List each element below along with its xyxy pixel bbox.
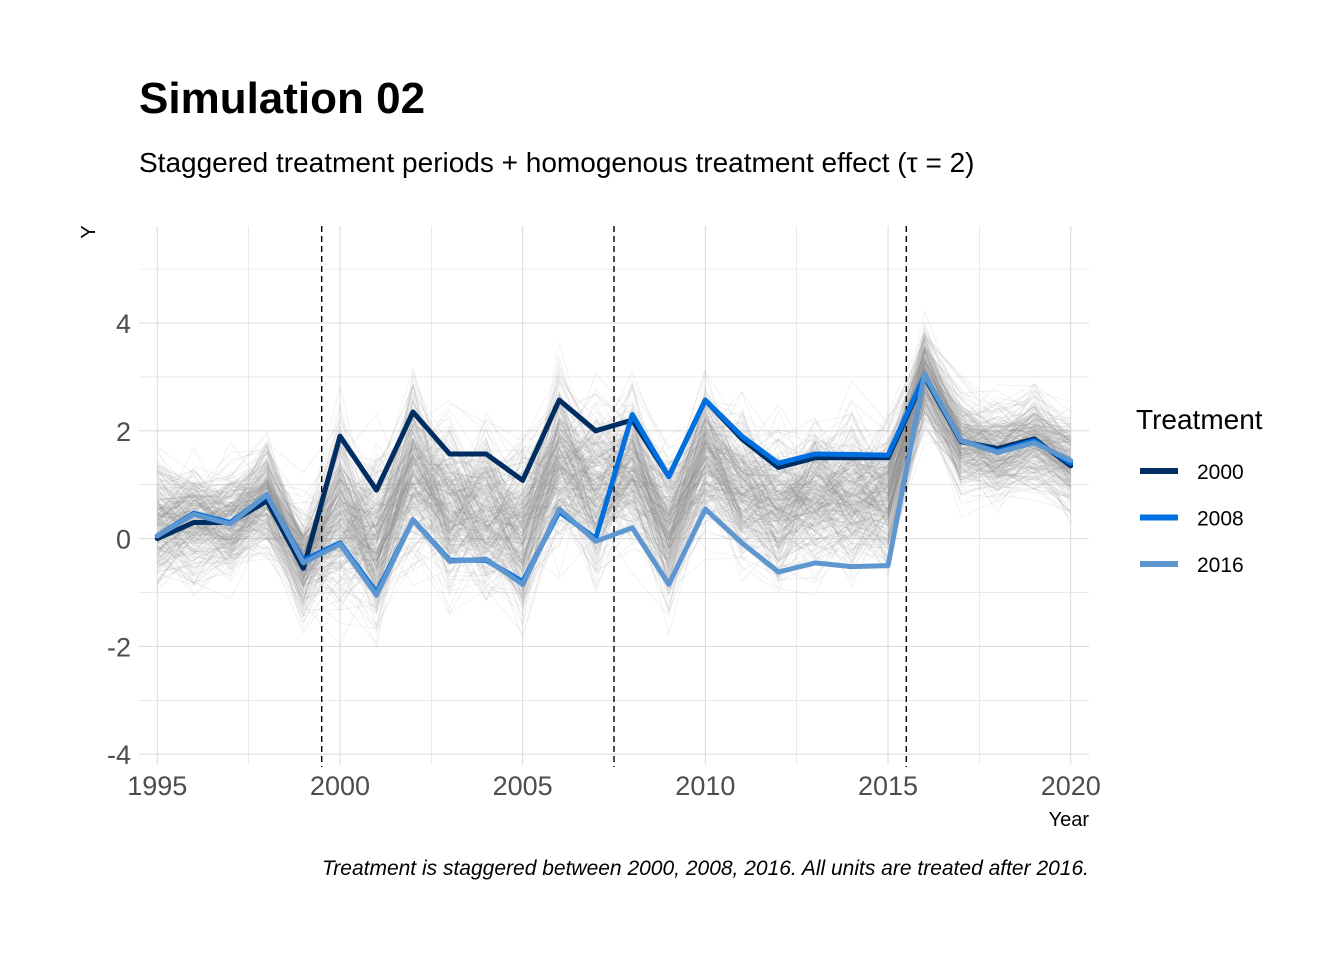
- x-tick-label: 2005: [493, 771, 553, 801]
- unit-line: [156, 389, 1071, 598]
- x-tick-label: 1995: [127, 771, 187, 801]
- x-tick-label: 2010: [675, 771, 735, 801]
- unit-line: [157, 355, 1072, 572]
- unit-line: [156, 408, 1071, 592]
- unit-line: [157, 417, 1071, 586]
- unit-line: [157, 397, 1071, 590]
- x-axis-label: Year: [1049, 809, 1090, 831]
- unit-line: [157, 355, 1072, 592]
- unit-line: [156, 325, 1071, 583]
- series-lines: [154, 371, 1074, 598]
- unit-line: [157, 427, 1071, 609]
- unit-line: [157, 329, 1072, 581]
- unit-line: [157, 329, 1072, 545]
- legend-label: 2000: [1197, 461, 1244, 484]
- y-tick-label: 2: [116, 417, 131, 447]
- unit-line: [157, 325, 1071, 548]
- legend-title: Treatment: [1136, 404, 1263, 435]
- y-tick-label: 0: [116, 525, 131, 555]
- y-axis-label: Y: [78, 225, 100, 238]
- chart-caption: Treatment is staggered between 2000, 200…: [322, 857, 1089, 880]
- unit-line: [156, 424, 1072, 627]
- y-tick-label: -4: [107, 740, 131, 770]
- x-tick-label: 2020: [1041, 771, 1101, 801]
- unit-line: [156, 332, 1072, 543]
- unit-line: [157, 404, 1072, 610]
- unit-line: [157, 422, 1071, 619]
- legend: Treatment 2000 2008 2016: [1136, 404, 1263, 577]
- series-line-2016: [154, 371, 1074, 598]
- chart-subtitle: Staggered treatment periods + homogenous…: [139, 147, 974, 178]
- x-tick-label: 2015: [858, 771, 918, 801]
- x-tick-label: 2000: [310, 771, 370, 801]
- y-tick-label: 4: [116, 309, 131, 339]
- unit-line: [157, 416, 1072, 599]
- unit-line: [157, 351, 1071, 591]
- x-axis-ticks: 1995 2000 2005 2010 2015 2020: [127, 771, 1101, 801]
- unit-line: [157, 357, 1072, 584]
- legend-label: 2008: [1197, 508, 1244, 531]
- unit-line: [157, 351, 1071, 547]
- unit-line: [157, 331, 1071, 515]
- y-tick-label: -2: [107, 632, 131, 662]
- y-axis-ticks: -4 -2 0 2 4: [107, 309, 131, 770]
- chart-title: Simulation 02: [139, 74, 425, 123]
- legend-label: 2016: [1197, 554, 1244, 577]
- unit-line: [157, 401, 1072, 628]
- unit-line: [157, 357, 1071, 608]
- unit-line: [156, 338, 1072, 517]
- unit-line: [157, 412, 1072, 587]
